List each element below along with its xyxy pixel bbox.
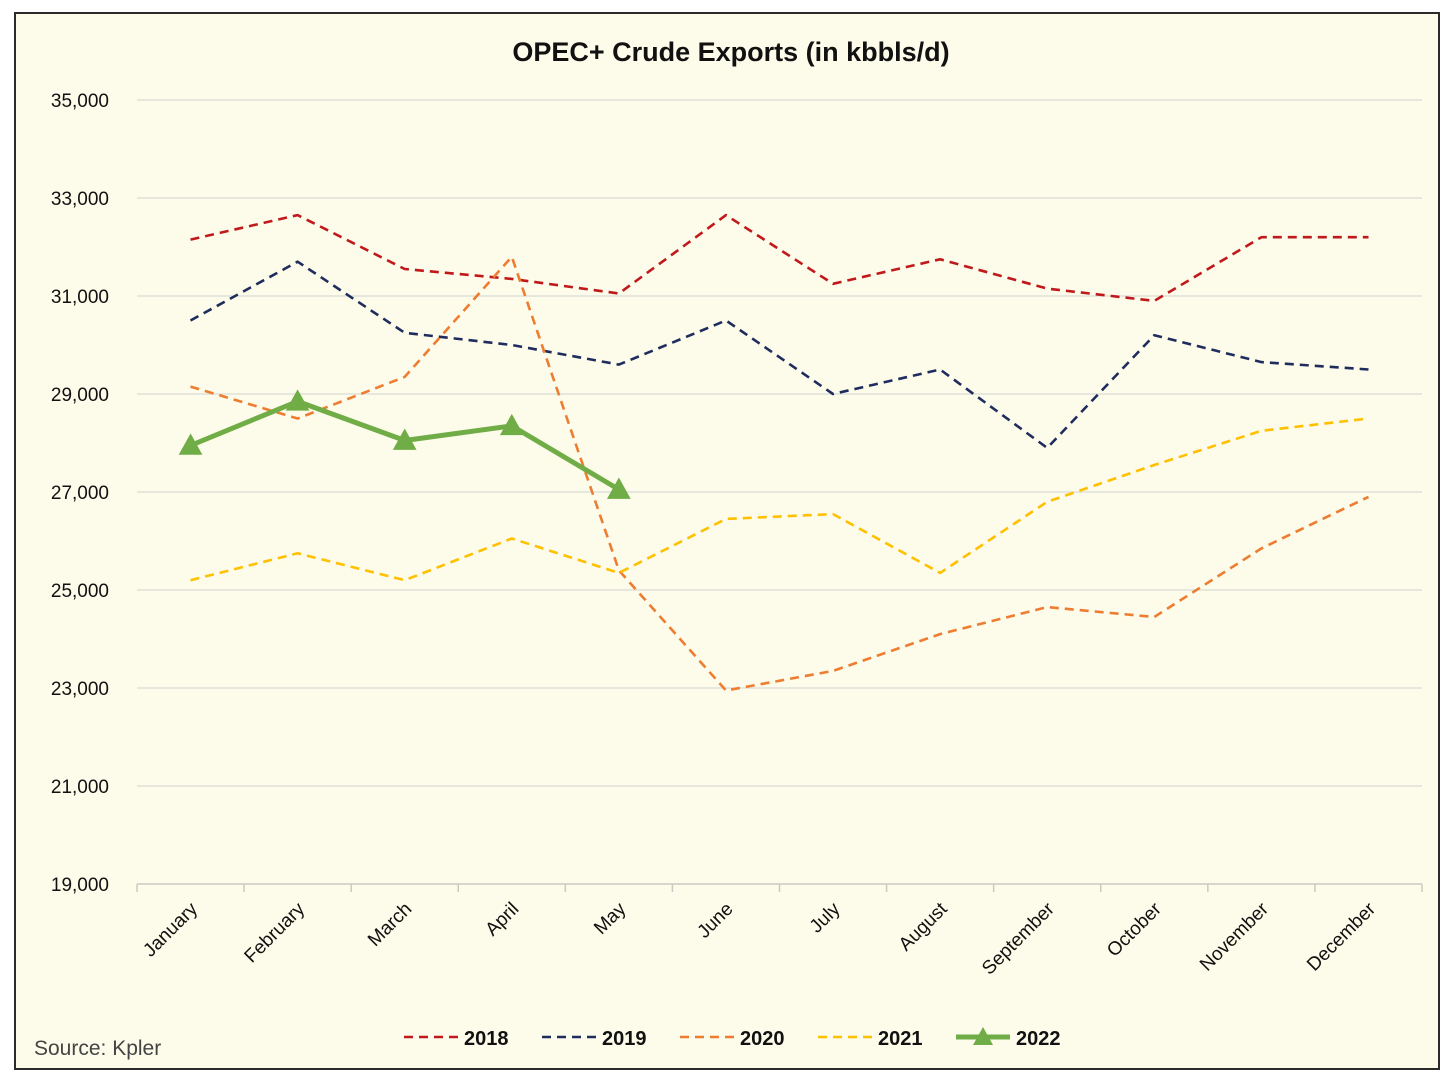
- chart-svg: OPEC+ Crude Exports (in kbbls/d) 19,000 2…: [34, 37, 1423, 1060]
- series-lines: [178, 213, 1370, 692]
- data-point-2022: [392, 428, 417, 450]
- series-2022: [178, 389, 631, 499]
- y-tick-label: 29,000: [51, 385, 109, 406]
- legend-label-2021: 2021: [878, 1028, 923, 1050]
- x-tick-label: March: [364, 899, 416, 951]
- x-tick-label: October: [1103, 898, 1166, 961]
- chart-frame: OPEC+ Crude Exports (in kbbls/d) 19,000 2…: [14, 12, 1440, 1070]
- x-tick-label: May: [590, 898, 631, 939]
- series-2019: [189, 260, 1369, 450]
- series-line-2018: [190, 213, 1369, 303]
- legend-item-2018: 2018: [404, 1028, 509, 1050]
- source-note: Source: Kpler: [34, 1037, 161, 1060]
- series-line-2021: [190, 417, 1369, 582]
- legend-item-2019: 2019: [542, 1028, 647, 1050]
- series-2020: [190, 255, 1370, 692]
- legend-label-2022: 2022: [1016, 1028, 1061, 1050]
- y-tick-label: 33,000: [51, 189, 109, 210]
- legend-label-2018: 2018: [464, 1028, 509, 1050]
- x-tick-label: June: [694, 899, 738, 943]
- x-axis: January February March April May June July Augu…: [136, 883, 1423, 979]
- series-line-2019: [189, 260, 1369, 450]
- x-tick-label: September: [978, 898, 1059, 979]
- y-tick-label: 21,000: [51, 777, 109, 798]
- x-tick-label: July: [806, 898, 845, 937]
- y-tick-label: 23,000: [51, 679, 109, 700]
- data-point-2022: [499, 413, 524, 436]
- y-tick-label: 31,000: [51, 287, 109, 308]
- series-2018: [190, 213, 1369, 303]
- grid-lines: [137, 99, 1422, 787]
- legend-item-2022: 2022: [956, 1027, 1061, 1050]
- x-tick-label: January: [139, 898, 202, 961]
- y-tick-label: 27,000: [51, 483, 109, 504]
- x-tick-label: November: [1196, 898, 1273, 975]
- legend-item-2021: 2021: [818, 1028, 923, 1050]
- legend-item-2020: 2020: [680, 1028, 785, 1050]
- x-tick-label: December: [1303, 898, 1380, 975]
- legend: 2018 2019 2020 2021 2022: [404, 1027, 1061, 1050]
- y-axis: 19,000 21,000 23,000 25,000 27,000 29,000 31,0…: [51, 91, 109, 896]
- x-tick-label: February: [241, 898, 310, 967]
- x-tick-label: August: [895, 898, 952, 955]
- y-tick-label: 19,000: [51, 875, 109, 896]
- y-tick-label: 35,000: [51, 91, 109, 112]
- x-tick-label: April: [482, 899, 524, 941]
- legend-label-2019: 2019: [602, 1028, 647, 1050]
- series-line-2020: [190, 255, 1370, 692]
- y-tick-label: 25,000: [51, 581, 109, 602]
- legend-label-2020: 2020: [740, 1028, 785, 1050]
- data-point-2022: [607, 477, 631, 499]
- legend-marker-2022: [973, 1027, 993, 1045]
- data-point-2022: [178, 433, 203, 455]
- series-2021: [190, 417, 1369, 582]
- data-point-2022: [285, 389, 310, 411]
- chart-title: OPEC+ Crude Exports (in kbbls/d): [512, 37, 949, 67]
